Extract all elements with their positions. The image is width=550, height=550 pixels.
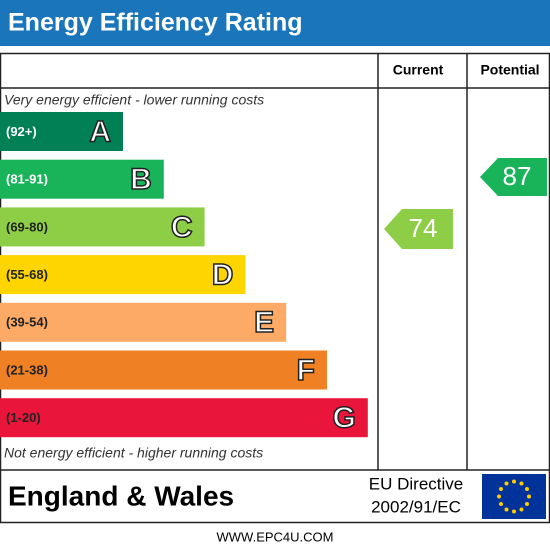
band-letter: G (332, 402, 355, 435)
eu-star (504, 507, 509, 512)
website: WWW.EPC4U.COM (217, 529, 334, 544)
eu-star (519, 481, 524, 486)
band (0, 350, 327, 390)
eu-star (504, 481, 509, 486)
column-header: Current (393, 62, 444, 78)
current-rating: 74 (409, 213, 438, 243)
band-range: (21-38) (6, 362, 48, 377)
band-letter: D (212, 259, 234, 292)
eu-star (499, 502, 504, 506)
band-range: (69-80) (6, 219, 48, 234)
band (0, 112, 123, 151)
directive: EU Directive (369, 474, 463, 493)
directive: 2002/91/EC (371, 497, 461, 516)
band (0, 255, 246, 295)
band-range: (81-91) (6, 172, 48, 187)
band-letter: E (254, 306, 274, 339)
title: Energy Efficiency Rating (8, 9, 303, 37)
band-range: (55-68) (6, 267, 48, 282)
band-range: (39-54) (6, 315, 48, 330)
band-range: (92+) (6, 124, 37, 139)
title-bar (0, 0, 550, 46)
eu-star (499, 487, 504, 491)
eu-star (512, 509, 516, 514)
band-letter: A (89, 115, 111, 148)
bottom-note: Not energy efficient - higher running co… (4, 445, 263, 461)
eu-stars (497, 479, 531, 514)
band-letter: C (171, 211, 193, 244)
eu-star (524, 502, 529, 506)
band (0, 207, 205, 247)
band (0, 398, 368, 438)
eu-star (524, 487, 529, 491)
eu-star (497, 494, 501, 499)
region: England & Wales (8, 480, 234, 511)
band (0, 302, 287, 342)
band-letter: F (297, 354, 315, 387)
bands: (92+) A (81-91) B (69-80) C (55-68) D (39-54) E (2… (0, 112, 368, 438)
eu-star (519, 507, 524, 512)
eu-star (512, 479, 516, 484)
top-note: Very energy efficient - lower running co… (4, 92, 264, 108)
potential-arrow (480, 158, 547, 196)
band-range: (1-20) (6, 410, 41, 425)
band-letter: B (130, 163, 152, 196)
eu-star (527, 494, 531, 499)
potential-rating: 87 (503, 161, 532, 191)
column-header: Potential (480, 62, 539, 78)
current-arrow (384, 209, 453, 249)
band (0, 159, 164, 199)
